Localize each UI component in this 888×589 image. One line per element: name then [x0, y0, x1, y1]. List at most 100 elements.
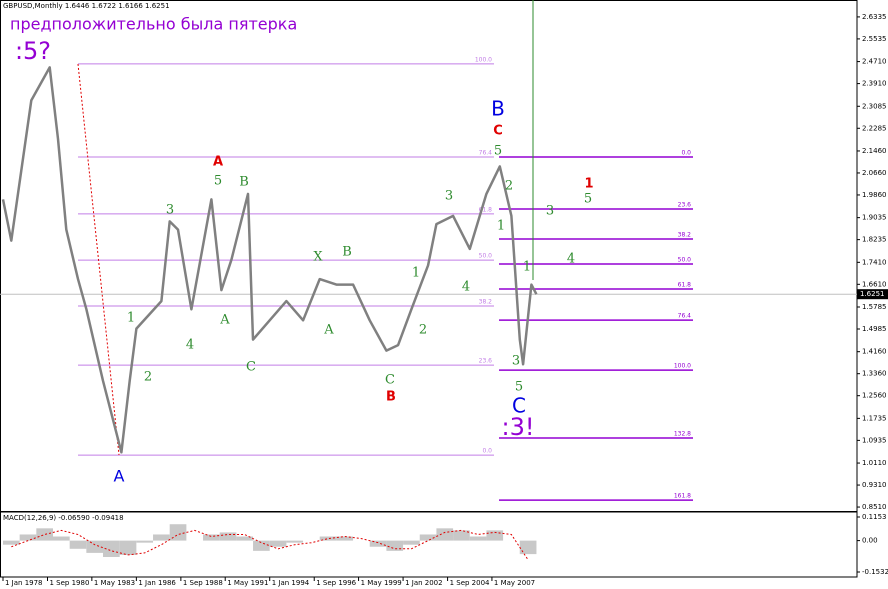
wave-label: 1	[523, 260, 531, 275]
fib-label: 38.2	[678, 231, 692, 238]
wave-label: :3!	[502, 413, 535, 441]
fib-label: 23.6	[678, 201, 692, 208]
macd-bar	[336, 536, 354, 541]
wave-label: C	[385, 373, 395, 388]
macd-panel	[0, 511, 858, 578]
macd-bar	[169, 524, 187, 541]
last-price-box	[857, 289, 888, 300]
wave-label: B	[342, 245, 352, 260]
fib-label: 100.0	[475, 56, 492, 63]
fib-label: 61.8	[678, 281, 692, 288]
fib-label: 100.0	[674, 363, 691, 370]
macd-bar	[436, 528, 454, 541]
y-tick-label: 2.3085	[862, 102, 887, 110]
wave-label: B	[239, 175, 249, 190]
macd-bar	[286, 540, 304, 543]
wave-label: 3	[512, 354, 520, 369]
fib-label: 161.8	[674, 493, 691, 500]
x-tick-label: 1 May 1999	[361, 579, 402, 587]
wave-label: 5	[494, 144, 502, 159]
y-tick-label: 1.2560	[862, 392, 887, 400]
fib-label: 61.8	[479, 206, 493, 213]
fib-label: 132.8	[674, 431, 691, 438]
y-tick-label: 1.0935	[862, 436, 887, 444]
macd-bar	[69, 540, 87, 549]
last-price-label: 1.6251	[860, 290, 885, 298]
wave-label: A	[213, 155, 223, 170]
x-tick-label: 1 Jan 1978	[5, 579, 43, 587]
y-tick-label: 2.5535	[862, 35, 887, 43]
wave-label: A	[323, 323, 334, 338]
macd-bar	[269, 540, 287, 547]
macd-bar	[386, 540, 404, 551]
chart-title: GBPUSD,Monthly 1.6446 1.6722 1.6166 1.62…	[3, 2, 170, 10]
macd-bar	[119, 540, 137, 555]
y-tick-label: 1.4160	[862, 348, 887, 356]
x-tick-label: 1 Jan 2002	[405, 579, 443, 587]
x-tick-label: 1 Sep 1988	[183, 579, 223, 587]
macd-bar	[203, 534, 220, 541]
macd-bar	[153, 534, 170, 541]
y-tick-label: 1.6610	[862, 280, 887, 288]
macd-bar	[486, 530, 504, 541]
price-line	[1, 66, 538, 454]
fib-label: 50.0	[678, 256, 692, 263]
y-tick-label: 0.9310	[862, 481, 887, 489]
macd-title: MACD(12,26,9) -0.06590 -0.09418	[3, 514, 124, 522]
wave-label: 1	[584, 177, 593, 192]
wave-label: B	[491, 97, 505, 121]
y-tick-label: 2.3910	[862, 80, 887, 88]
wave-label: C	[246, 360, 256, 375]
macd-bar	[403, 540, 420, 545]
y-tick-label: 2.6335	[862, 13, 887, 21]
wave-label: 4	[462, 280, 470, 295]
fib-label: 50.0	[479, 253, 493, 260]
wave-label: 5	[515, 380, 523, 395]
x-tick-label: 1 Sep 1996	[316, 579, 356, 587]
wave-label: 2	[419, 323, 427, 338]
wave-label: A	[114, 467, 125, 486]
y-tick-label: 0.00	[862, 537, 878, 545]
macd-bar	[319, 536, 337, 541]
y-tick-label: 1.9860	[862, 191, 887, 199]
macd-bar	[103, 540, 120, 557]
macd-bar	[19, 534, 37, 541]
wave-label: :5?	[15, 37, 51, 65]
wave-label: A	[219, 313, 230, 328]
x-tick-label: 1 May 1983	[94, 579, 135, 587]
y-tick-label: 1.4985	[862, 325, 887, 333]
wave-label: B	[386, 390, 396, 405]
y-tick-label: 2.1460	[862, 147, 887, 155]
wave-label: C	[493, 124, 503, 139]
y-tick-label: -0.15324	[862, 568, 888, 576]
macd-bar	[136, 540, 154, 543]
wave-label: 5	[584, 192, 592, 207]
wave-label: 1	[497, 219, 505, 234]
signal-line	[11, 529, 529, 561]
wave-label: 5	[214, 174, 222, 189]
wave-label: 2	[144, 370, 152, 385]
x-tick-label: 1 Sep 2004	[450, 579, 490, 587]
x-tick-label: 1 Jan 1994	[272, 579, 310, 587]
wave-label: C	[512, 394, 526, 418]
wave-label: предположительно была пятерка	[10, 15, 297, 34]
wave-label: 2	[505, 179, 513, 194]
y-tick-label: 1.0110	[862, 459, 887, 467]
y-tick-label: 1.8235	[862, 236, 887, 244]
macd-bar	[469, 536, 487, 541]
fib-label: 76.4	[479, 150, 493, 157]
wave-label: 1	[412, 266, 420, 281]
macd-bar	[519, 540, 537, 555]
macd-bar	[3, 540, 20, 545]
wave-label: X	[313, 250, 323, 265]
wave-label: 3	[445, 189, 453, 204]
y-tick-label: 1.1735	[862, 414, 887, 422]
y-tick-label: 0.1153	[862, 513, 887, 521]
y-tick-label: 2.4710	[862, 58, 887, 66]
macd-bar	[236, 536, 254, 541]
macd-bar	[36, 528, 54, 541]
y-tick-label: 1.7410	[862, 258, 887, 266]
fib-label: 23.6	[479, 358, 493, 365]
x-tick-label: 1 Sep 1980	[50, 579, 90, 587]
